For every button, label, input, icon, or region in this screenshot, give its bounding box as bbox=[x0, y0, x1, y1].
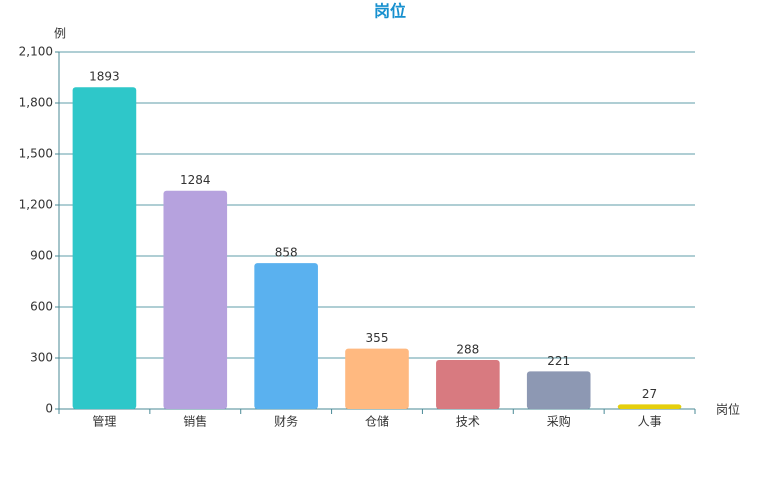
y-axis-label: 例 bbox=[54, 27, 66, 41]
value-label: 1284 bbox=[180, 173, 211, 187]
y-tick-label: 1,200 bbox=[19, 198, 53, 212]
bar bbox=[163, 190, 228, 409]
y-tick-label: 300 bbox=[30, 351, 53, 365]
x-tick-label: 仓储 bbox=[365, 414, 389, 429]
value-label: 355 bbox=[366, 331, 389, 345]
x-axis-label: 岗位 bbox=[716, 402, 740, 417]
value-label: 27 bbox=[642, 387, 657, 401]
y-tick-label: 900 bbox=[30, 249, 53, 263]
y-tick-label: 0 bbox=[45, 402, 53, 416]
bar bbox=[72, 87, 137, 409]
chart-title: 岗位 bbox=[374, 2, 406, 21]
bar bbox=[526, 371, 591, 409]
x-tick-label: 人事 bbox=[638, 415, 662, 429]
y-tick-label: 1,500 bbox=[19, 147, 53, 161]
x-tick-label: 财务 bbox=[274, 414, 298, 429]
bar bbox=[254, 263, 318, 409]
x-tick-label: 管理 bbox=[92, 414, 116, 429]
x-tick-label: 销售 bbox=[183, 414, 207, 429]
y-tick-label: 1,800 bbox=[19, 96, 53, 110]
value-label: 1893 bbox=[89, 70, 120, 84]
value-label: 288 bbox=[456, 343, 479, 357]
x-tick-label: 采购 bbox=[547, 414, 571, 429]
bar bbox=[617, 404, 682, 409]
y-tick-label: 2,100 bbox=[19, 45, 53, 59]
value-label: 221 bbox=[547, 354, 570, 368]
value-label: 858 bbox=[275, 246, 298, 260]
bar bbox=[345, 348, 409, 409]
bar bbox=[436, 360, 500, 409]
x-tick-label: 技术 bbox=[456, 415, 480, 429]
y-tick-label: 600 bbox=[30, 300, 53, 314]
